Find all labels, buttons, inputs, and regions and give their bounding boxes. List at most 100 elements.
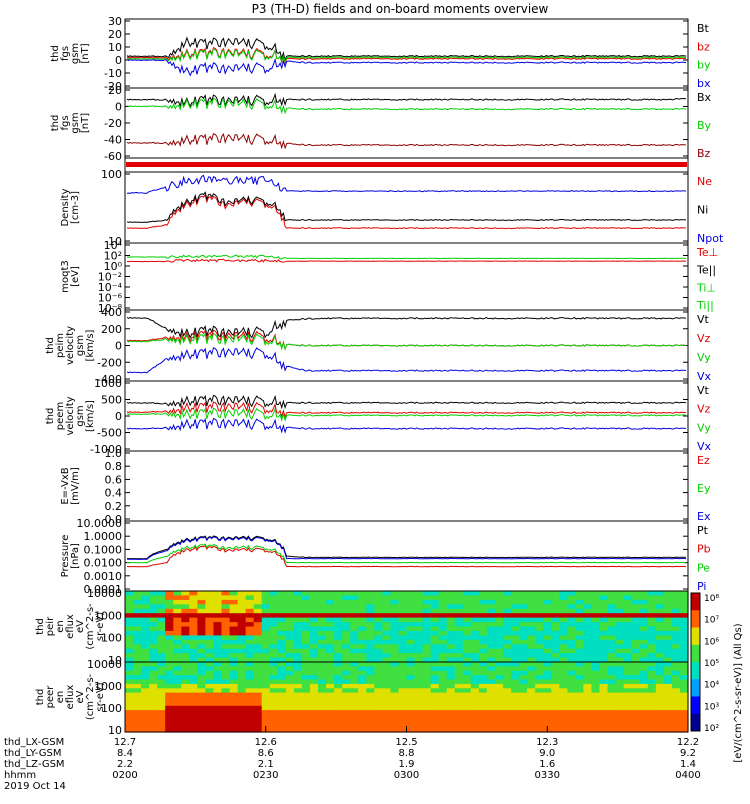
heat-cell (197, 683, 206, 689)
heat-cell (189, 635, 198, 641)
heat-cell (141, 710, 150, 716)
heat-cell (398, 670, 408, 676)
y-tick-label: 400 (101, 306, 122, 319)
heat-cell (623, 666, 633, 672)
heat-cell (173, 697, 182, 702)
series-line-Vy (126, 407, 687, 422)
heat-cell (535, 644, 544, 650)
heat-cell (519, 613, 528, 619)
heat-cell (334, 639, 343, 645)
heat-cell (527, 648, 536, 654)
x-row-label: thd_LX-GSM (4, 737, 64, 748)
x-row-value: 12.2 (677, 737, 699, 748)
heat-cell (318, 723, 327, 729)
heat-cell (181, 622, 190, 628)
heat-cell (680, 657, 689, 663)
heat-cell (285, 644, 295, 650)
heat-cell (406, 608, 416, 614)
heat-cell (189, 599, 198, 605)
heat-cell (229, 657, 239, 663)
y-axis-label-line: peir (45, 616, 56, 636)
y-tick-label: 0.6 (105, 473, 123, 486)
heat-cell (221, 613, 231, 619)
heat-cell (374, 639, 383, 645)
heat-cell (285, 701, 295, 707)
colorbar-tick-label: 10⁷ (704, 616, 719, 626)
heat-cell (213, 653, 223, 659)
heat-cell (663, 692, 673, 698)
heat-cell (133, 595, 142, 601)
heat-cell (398, 604, 408, 610)
heat-cell (173, 701, 182, 707)
heat-cell (567, 697, 576, 702)
heat-cell (173, 679, 182, 685)
heat-cell (535, 635, 544, 641)
heat-cell (326, 718, 335, 724)
heat-cell (205, 710, 214, 716)
y-axis-label-line: thd (50, 45, 61, 62)
heat-cell (173, 591, 182, 596)
heat-cell (462, 591, 472, 596)
heat-cell (221, 608, 231, 614)
heat-cell (366, 639, 375, 645)
heat-cell (157, 635, 166, 641)
heat-cell (599, 688, 609, 694)
heat-cell (181, 723, 190, 729)
heat-cell (398, 718, 408, 724)
heat-cell (261, 710, 271, 716)
heat-cell (559, 630, 568, 636)
heat-cell (486, 622, 496, 628)
heat-cell (680, 701, 689, 707)
heat-cell (422, 705, 432, 711)
heat-cell (133, 613, 142, 619)
heat-cell (607, 727, 617, 733)
heat-cell (567, 718, 576, 724)
heat-cell (527, 599, 536, 605)
heat-cell (663, 718, 673, 724)
heat-cell (253, 692, 263, 698)
heat-cell (293, 604, 303, 610)
heat-cell (663, 622, 673, 628)
heat-cell (655, 648, 665, 654)
heat-cell (623, 701, 633, 707)
heat-cell (229, 608, 239, 614)
heat-cell (454, 604, 464, 610)
heat-cell (277, 591, 287, 596)
heat-cell (390, 622, 399, 628)
y-axis-label: thd peim velocity gsm [km/s] (45, 326, 96, 365)
heat-cell (655, 710, 665, 716)
x-row-value: 8.4 (117, 748, 133, 759)
y-tick-label: -20 (104, 80, 122, 93)
heat-cell (197, 604, 206, 610)
heat-cell (149, 718, 158, 724)
heat-cell (293, 608, 303, 614)
heat-cell (575, 653, 584, 659)
heat-cell (237, 626, 247, 632)
heat-cell (229, 666, 239, 672)
heat-cell (583, 622, 592, 628)
heat-cell (470, 723, 480, 729)
heat-cell (205, 688, 214, 694)
heat-cell (495, 604, 504, 610)
heat-cell (623, 670, 633, 676)
heat-cell (326, 604, 335, 610)
heat-cell (205, 705, 214, 711)
heat-cell (503, 644, 512, 650)
heat-cell (519, 635, 528, 641)
heat-cell (149, 666, 158, 672)
heat-cell (350, 675, 359, 681)
heat-cell (655, 622, 665, 628)
heat-cell (301, 608, 311, 614)
heat-cell (173, 710, 182, 716)
heat-cell (293, 626, 303, 632)
y-tick-label: -200 (97, 356, 122, 369)
heat-cell (350, 599, 359, 605)
heat-cell (591, 644, 601, 650)
heat-cell (181, 662, 190, 667)
heat-cell (334, 683, 343, 689)
heat-cell (157, 675, 166, 681)
heat-cell (559, 595, 568, 601)
heat-cell (470, 697, 480, 702)
heat-cell (663, 701, 673, 707)
heat-cell (422, 657, 432, 663)
